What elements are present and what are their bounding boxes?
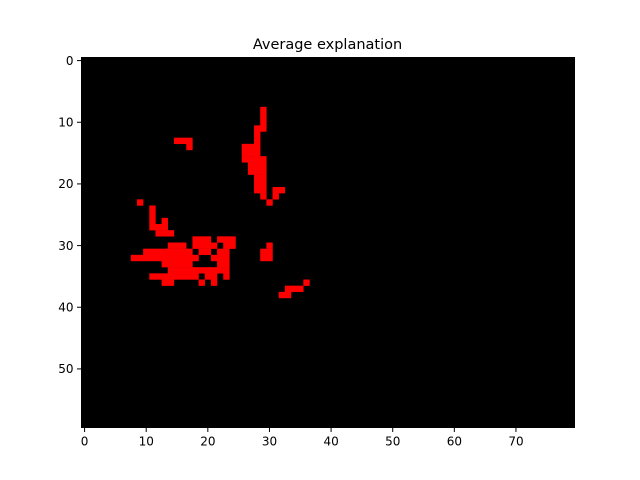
y-axis: 0 10 20 30 40 50 — [58, 54, 82, 376]
mask-cell-run — [149, 205, 156, 212]
x-tick-label: 70 — [508, 435, 523, 449]
y-tick-label: 30 — [58, 239, 73, 253]
y-tick-label: 50 — [58, 362, 73, 376]
x-tick-label: 20 — [200, 435, 215, 449]
x-tick-label: 50 — [385, 435, 400, 449]
mask-cell-run — [149, 211, 156, 219]
x-tick-label: 10 — [139, 435, 154, 449]
mask-cell-run — [260, 254, 273, 262]
mask-cell-run — [143, 248, 193, 256]
heatmap-background — [81, 57, 575, 428]
mask-cell-run — [149, 273, 199, 280]
mask-cell-run — [130, 254, 199, 262]
mask-cell-run — [223, 242, 236, 249]
mask-cell-run — [303, 279, 310, 286]
mask-cell-run — [186, 143, 193, 151]
mask-cell-run — [254, 174, 267, 182]
mask-cell-run — [204, 273, 218, 280]
plot-area — [81, 57, 575, 428]
mask-cell-run — [272, 187, 286, 194]
mask-cell-run — [198, 248, 212, 256]
x-tick-label: 60 — [447, 435, 462, 449]
mask-cell-run — [192, 267, 230, 274]
mask-cell-run — [241, 143, 261, 151]
mask-cell-run — [278, 291, 292, 299]
mask-cell-run — [155, 230, 175, 237]
y-tick-label: 0 — [66, 54, 74, 68]
mask-cell-run — [210, 279, 218, 286]
mask-cell-run — [173, 137, 193, 145]
mask-cell-run — [241, 156, 267, 163]
mask-cell-run — [260, 113, 267, 120]
mask-cell-run — [254, 137, 261, 145]
mask-cell-run — [266, 199, 273, 206]
mask-cell-run — [260, 248, 273, 256]
mask-cell-run — [284, 285, 304, 293]
mask-cell-run — [260, 106, 267, 114]
mask-cell-run — [149, 217, 156, 225]
mask-cell-run — [192, 242, 218, 249]
mask-cell-run — [149, 224, 168, 231]
chart-title: Average explanation — [253, 37, 402, 53]
plot-frame — [81, 57, 575, 428]
mask-cell-run — [254, 180, 267, 188]
mask-cell-run — [260, 193, 267, 200]
explanation-mask — [130, 106, 310, 299]
mask-cell-run — [217, 248, 230, 256]
mask-cell-run — [254, 131, 261, 138]
mask-cell-run — [254, 125, 267, 132]
mask-cell-run — [260, 119, 267, 126]
x-tick-label: 30 — [262, 435, 277, 449]
mask-cell-run — [192, 236, 212, 243]
mask-cell-run — [247, 168, 267, 175]
mask-cell-run — [161, 279, 175, 286]
y-tick-label: 40 — [58, 301, 73, 315]
mask-cell-run — [161, 217, 168, 225]
mask-cell-run — [254, 187, 267, 194]
mask-cell-run — [217, 236, 236, 243]
x-axis: 0 10 20 30 40 50 60 70 — [81, 427, 524, 449]
x-tick-label: 0 — [81, 435, 89, 449]
mask-cell-run — [136, 199, 144, 206]
x-tick-label: 40 — [323, 435, 338, 449]
mask-cell-run — [167, 267, 193, 274]
y-tick-label: 10 — [58, 116, 73, 130]
mask-cell-run — [241, 150, 261, 157]
y-tick-label: 20 — [58, 177, 73, 191]
mask-cell-run — [223, 273, 230, 280]
mask-cell-run — [210, 254, 230, 262]
mask-cell-run — [266, 242, 273, 249]
mask-cell-run — [167, 242, 187, 249]
mask-cell-run — [161, 261, 193, 268]
mask-cell-run — [217, 261, 230, 268]
mask-cell-run — [198, 279, 205, 286]
mask-cell-run — [247, 162, 267, 169]
mask-cell-run — [272, 193, 279, 200]
